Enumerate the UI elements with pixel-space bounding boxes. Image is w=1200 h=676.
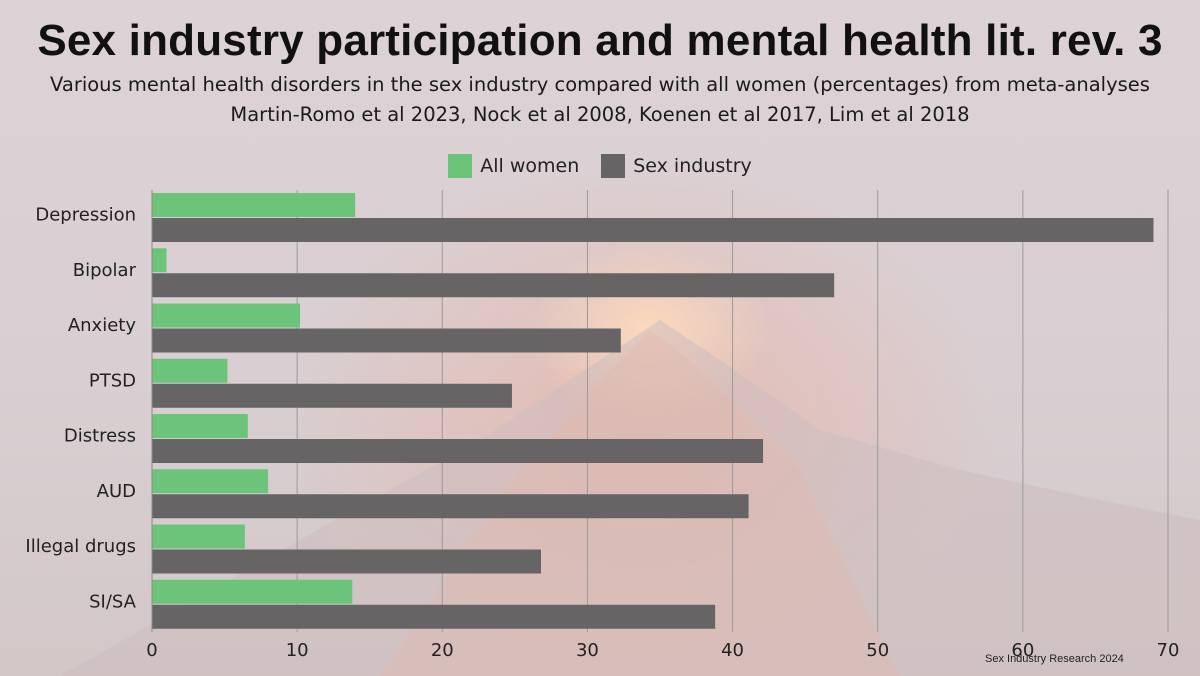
bar-all-women — [152, 469, 269, 494]
bar-all-women — [152, 414, 248, 438]
x-tick-label: 60 — [1011, 640, 1034, 661]
legend-item-sex-industry: Sex industry — [601, 154, 752, 178]
legend: All women Sex industry — [0, 154, 1200, 178]
chart-sources: Martin-Romo et al 2023, Nock et al 2008,… — [230, 103, 970, 126]
credit-text: Sex Industry Research 2024 — [985, 653, 1124, 665]
x-tick-label: 20 — [431, 640, 454, 661]
bar-all-women — [152, 248, 167, 273]
bar-all-women — [152, 524, 245, 549]
bar-all-women — [152, 579, 353, 604]
x-tick-label: 50 — [866, 640, 889, 661]
bar-sex-industry — [152, 494, 749, 519]
x-tick-label: 70 — [1157, 640, 1180, 661]
x-tick-label: 10 — [286, 640, 309, 661]
legend-swatch-sex-industry — [601, 154, 626, 178]
x-tick-label: 0 — [146, 640, 157, 661]
category-label: AUD — [97, 481, 136, 502]
bar-sex-industry — [152, 604, 716, 629]
category-label: SI/SA — [89, 591, 137, 612]
bar-all-women — [152, 193, 356, 217]
bar-sex-industry — [152, 383, 512, 408]
category-label: PTSD — [89, 370, 136, 391]
bar-all-women — [152, 303, 301, 328]
bar-sex-industry — [152, 439, 764, 463]
chart-title: Sex industry participation and mental he… — [37, 16, 1163, 65]
bar-all-women — [152, 358, 228, 383]
bar-sex-industry — [152, 328, 621, 353]
bar-sex-industry — [152, 273, 835, 298]
category-label: Illegal drugs — [25, 536, 136, 557]
bar-sex-industry — [152, 218, 1154, 242]
x-tick-label: 30 — [576, 640, 599, 661]
category-label: Bipolar — [73, 260, 137, 281]
category-label: Anxiety — [68, 315, 137, 336]
category-label: Distress — [64, 426, 136, 447]
legend-label-all-women: All women — [480, 155, 580, 177]
legend-label-sex-industry: Sex industry — [633, 155, 752, 177]
legend-item-all-women: All women — [448, 154, 579, 178]
x-tick-label: 40 — [721, 640, 744, 661]
category-label: Depression — [35, 205, 136, 226]
bar-sex-industry — [152, 549, 541, 574]
chart-subtitle: Various mental health disorders in the s… — [50, 73, 1150, 96]
legend-swatch-all-women — [448, 154, 473, 178]
